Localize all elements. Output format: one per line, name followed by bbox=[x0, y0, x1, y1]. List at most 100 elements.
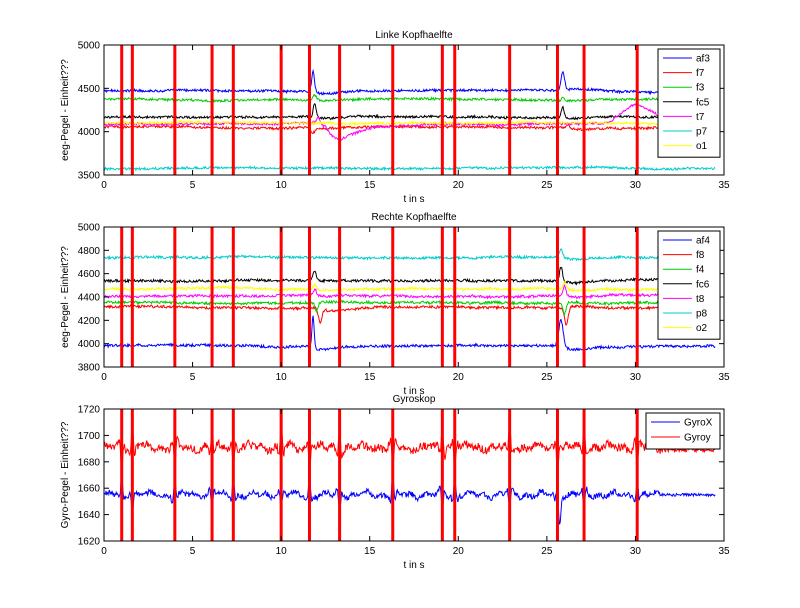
y-tick-label: 1680 bbox=[78, 457, 101, 468]
y-tick-label: 1620 bbox=[78, 537, 101, 548]
x-tick-label: 5 bbox=[190, 180, 196, 191]
x-axis-label: t in s bbox=[403, 560, 424, 571]
x-axis-label: t in s bbox=[403, 386, 424, 397]
y-tick-label: 3500 bbox=[78, 171, 101, 182]
plot-area bbox=[104, 422, 716, 525]
series-line-t7 bbox=[104, 102, 716, 142]
series-line-f8 bbox=[104, 303, 716, 326]
x-tick-label: 20 bbox=[453, 372, 465, 383]
legend-label-GyroX: GyroX bbox=[684, 418, 713, 429]
x-tick-label: 35 bbox=[718, 180, 730, 191]
series-line-Gyroy bbox=[104, 422, 716, 473]
legend-label-o2: o2 bbox=[696, 323, 708, 334]
legend-label-fc5: fc5 bbox=[696, 97, 710, 108]
x-tick-label: 5 bbox=[190, 372, 196, 383]
series-line-GyroX bbox=[104, 476, 716, 525]
x-tick-label: 30 bbox=[630, 180, 642, 191]
y-tick-label: 4000 bbox=[78, 339, 101, 350]
legend-label-o1: o1 bbox=[696, 141, 708, 152]
y-tick-label: 1640 bbox=[78, 510, 101, 521]
legend-label-t8: t8 bbox=[696, 294, 705, 305]
x-axis-label: t in s bbox=[403, 194, 424, 205]
legend: GyroX Gyroy bbox=[645, 412, 721, 450]
legend-label-f3: f3 bbox=[696, 83, 705, 94]
x-tick-label: 10 bbox=[276, 372, 288, 383]
x-tick-label: 0 bbox=[101, 546, 107, 557]
y-tick-label: 4600 bbox=[78, 269, 101, 280]
y-tick-label: 3800 bbox=[78, 363, 101, 374]
legend: af4 f8 f4 fc6 t8 p8 o2 bbox=[657, 230, 721, 340]
x-tick-label: 15 bbox=[364, 372, 376, 383]
y-tick-label: 1700 bbox=[78, 431, 101, 442]
plot-area bbox=[104, 68, 716, 172]
series-line-p7 bbox=[104, 164, 716, 172]
x-tick-label: 25 bbox=[541, 180, 553, 191]
legend-label-p8: p8 bbox=[696, 309, 708, 320]
x-tick-label: 20 bbox=[453, 180, 465, 191]
series-line-o1 bbox=[104, 119, 716, 127]
axes-frame bbox=[103, 44, 725, 176]
axes-box bbox=[103, 408, 725, 542]
axes-box bbox=[103, 44, 725, 176]
series-line-af3 bbox=[104, 68, 716, 96]
legend-label-p7: p7 bbox=[696, 127, 708, 138]
legend: af3 f7 f3 fc5 t7 p7 o1 bbox=[657, 48, 721, 158]
legend-box bbox=[645, 412, 721, 450]
y-tick-label: 5000 bbox=[78, 223, 101, 234]
x-tick-label: 35 bbox=[718, 546, 730, 557]
legend-label-t7: t7 bbox=[696, 112, 705, 123]
legend-label-f8: f8 bbox=[696, 250, 705, 261]
chart-title: Rechte Kopfhaelfte bbox=[371, 212, 456, 223]
series-line-f4 bbox=[104, 299, 716, 317]
series-line-o2 bbox=[104, 280, 716, 293]
y-axis-label: eeg-Pegel - Einheit??? bbox=[60, 59, 71, 161]
x-tick-label: 5 bbox=[190, 546, 196, 557]
x-tick-label: 35 bbox=[718, 372, 730, 383]
chart-panel-3: 0 5 10 15 20 25 30 35 1620 1640 1660 1680 1700 1720 Gy… bbox=[60, 394, 730, 571]
x-tick-label: 0 bbox=[101, 180, 107, 191]
series-line-af4 bbox=[104, 315, 716, 352]
chart-title: Linke Kopfhaelfte bbox=[375, 30, 453, 41]
y-tick-label: 4000 bbox=[78, 127, 101, 138]
x-tick-label: 25 bbox=[541, 546, 553, 557]
legend-label-f4: f4 bbox=[696, 265, 705, 276]
legend-label-af4: af4 bbox=[696, 236, 710, 247]
y-tick-label: 1660 bbox=[78, 484, 101, 495]
chart-panel-2: 0 5 10 15 20 25 30 35 3800 4000 4200 4400 4600 4800 50… bbox=[60, 212, 730, 397]
y-axis-label: eeg-Pegel - Einheit??? bbox=[60, 246, 71, 348]
chart-title: Gyroskop bbox=[393, 394, 436, 405]
axes-frame bbox=[103, 226, 725, 368]
x-tick-label: 0 bbox=[101, 372, 107, 383]
y-axis-label: Gyro-Pegel - Einheit??? bbox=[60, 421, 71, 528]
plot-area bbox=[104, 248, 716, 352]
y-tick-label: 4400 bbox=[78, 293, 101, 304]
y-tick-label: 4800 bbox=[78, 246, 101, 257]
legend-box bbox=[657, 230, 721, 340]
y-tick-label: 1720 bbox=[78, 405, 101, 416]
x-tick-label: 15 bbox=[364, 546, 376, 557]
y-tick-label: 4200 bbox=[78, 316, 101, 327]
series-line-fc6 bbox=[104, 266, 716, 286]
series-line-f7 bbox=[104, 123, 716, 134]
series-line-f3 bbox=[104, 93, 716, 104]
legend-label-f7: f7 bbox=[696, 68, 705, 79]
y-tick-label: 5000 bbox=[78, 41, 101, 52]
series-line-fc5 bbox=[104, 103, 716, 121]
legend-label-fc6: fc6 bbox=[696, 279, 710, 290]
x-tick-label: 30 bbox=[630, 546, 642, 557]
legend-label-af3: af3 bbox=[696, 54, 710, 65]
legend-label-Gyroy: Gyroy bbox=[684, 433, 711, 444]
x-tick-label: 30 bbox=[630, 372, 642, 383]
x-tick-label: 25 bbox=[541, 372, 553, 383]
x-tick-label: 20 bbox=[453, 546, 465, 557]
series-line-p8 bbox=[104, 248, 716, 262]
axes-frame bbox=[103, 408, 725, 542]
x-tick-label: 15 bbox=[364, 180, 376, 191]
series-line-t8 bbox=[104, 283, 716, 300]
chart-panel-1: 0 5 10 15 20 25 30 35 3500 4000 4500 5000 Linke Kopf… bbox=[60, 30, 730, 205]
legend-box bbox=[657, 48, 721, 158]
y-tick-label: 4500 bbox=[78, 84, 101, 95]
x-tick-label: 10 bbox=[276, 546, 288, 557]
x-tick-label: 10 bbox=[276, 180, 288, 191]
